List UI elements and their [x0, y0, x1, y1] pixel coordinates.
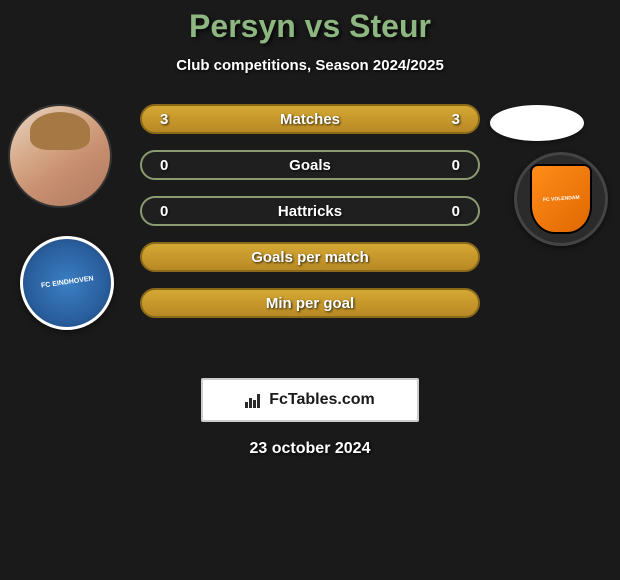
volendam-badge-icon: FC VOLENDAM [514, 152, 608, 246]
stat-left-value: 3 [160, 111, 168, 128]
page-title: Persyn vs Steur [0, 8, 620, 45]
stat-right-value: 3 [452, 111, 460, 128]
eindhoven-badge-text: FC EINDHOVEN [40, 276, 93, 291]
brand-badge[interactable]: FcTables.com [201, 378, 419, 422]
stat-label: Goals [289, 157, 331, 174]
stat-label: Min per goal [266, 295, 354, 312]
stat-right-value: 0 [452, 157, 460, 174]
player1-face [10, 106, 110, 206]
player2-avatar-placeholder [490, 105, 584, 141]
main-area: FC EINDHOVEN FC VOLENDAM 3 Matches 3 0 Goals… [0, 104, 620, 364]
left-player-column: FC EINDHOVEN [8, 104, 120, 344]
eindhoven-badge-icon: FC EINDHOVEN [20, 236, 114, 330]
player2-club-badge: FC VOLENDAM [514, 152, 608, 246]
player1-avatar [8, 104, 112, 208]
stat-right-value: 0 [452, 203, 460, 220]
stat-row-min-per-goal: Min per goal [140, 288, 480, 318]
right-player-column: FC VOLENDAM [490, 104, 602, 344]
stat-row-goals-per-match: Goals per match [140, 242, 480, 272]
player1-club-badge: FC EINDHOVEN [20, 236, 114, 330]
stat-row-goals: 0 Goals 0 [140, 150, 480, 180]
brand-text: FcTables.com [269, 391, 375, 409]
stat-label: Goals per match [251, 249, 369, 266]
brand-chart-icon [245, 392, 263, 408]
volendam-shield-icon: FC VOLENDAM [530, 164, 592, 234]
subtitle: Club competitions, Season 2024/2025 [0, 57, 620, 74]
volendam-badge-text: FC VOLENDAM [542, 195, 579, 204]
stat-left-value: 0 [160, 203, 168, 220]
stat-label: Matches [280, 111, 340, 128]
stat-left-value: 0 [160, 157, 168, 174]
comparison-date: 23 october 2024 [0, 440, 620, 458]
stats-column: 3 Matches 3 0 Goals 0 0 Hattricks 0 Goals per mat… [140, 104, 480, 334]
stat-label: Hattricks [278, 203, 342, 220]
comparison-widget: Persyn vs Steur Club competitions, Seaso… [0, 0, 620, 458]
stat-row-hattricks: 0 Hattricks 0 [140, 196, 480, 226]
stat-row-matches: 3 Matches 3 [140, 104, 480, 134]
player1-hair [30, 112, 90, 150]
